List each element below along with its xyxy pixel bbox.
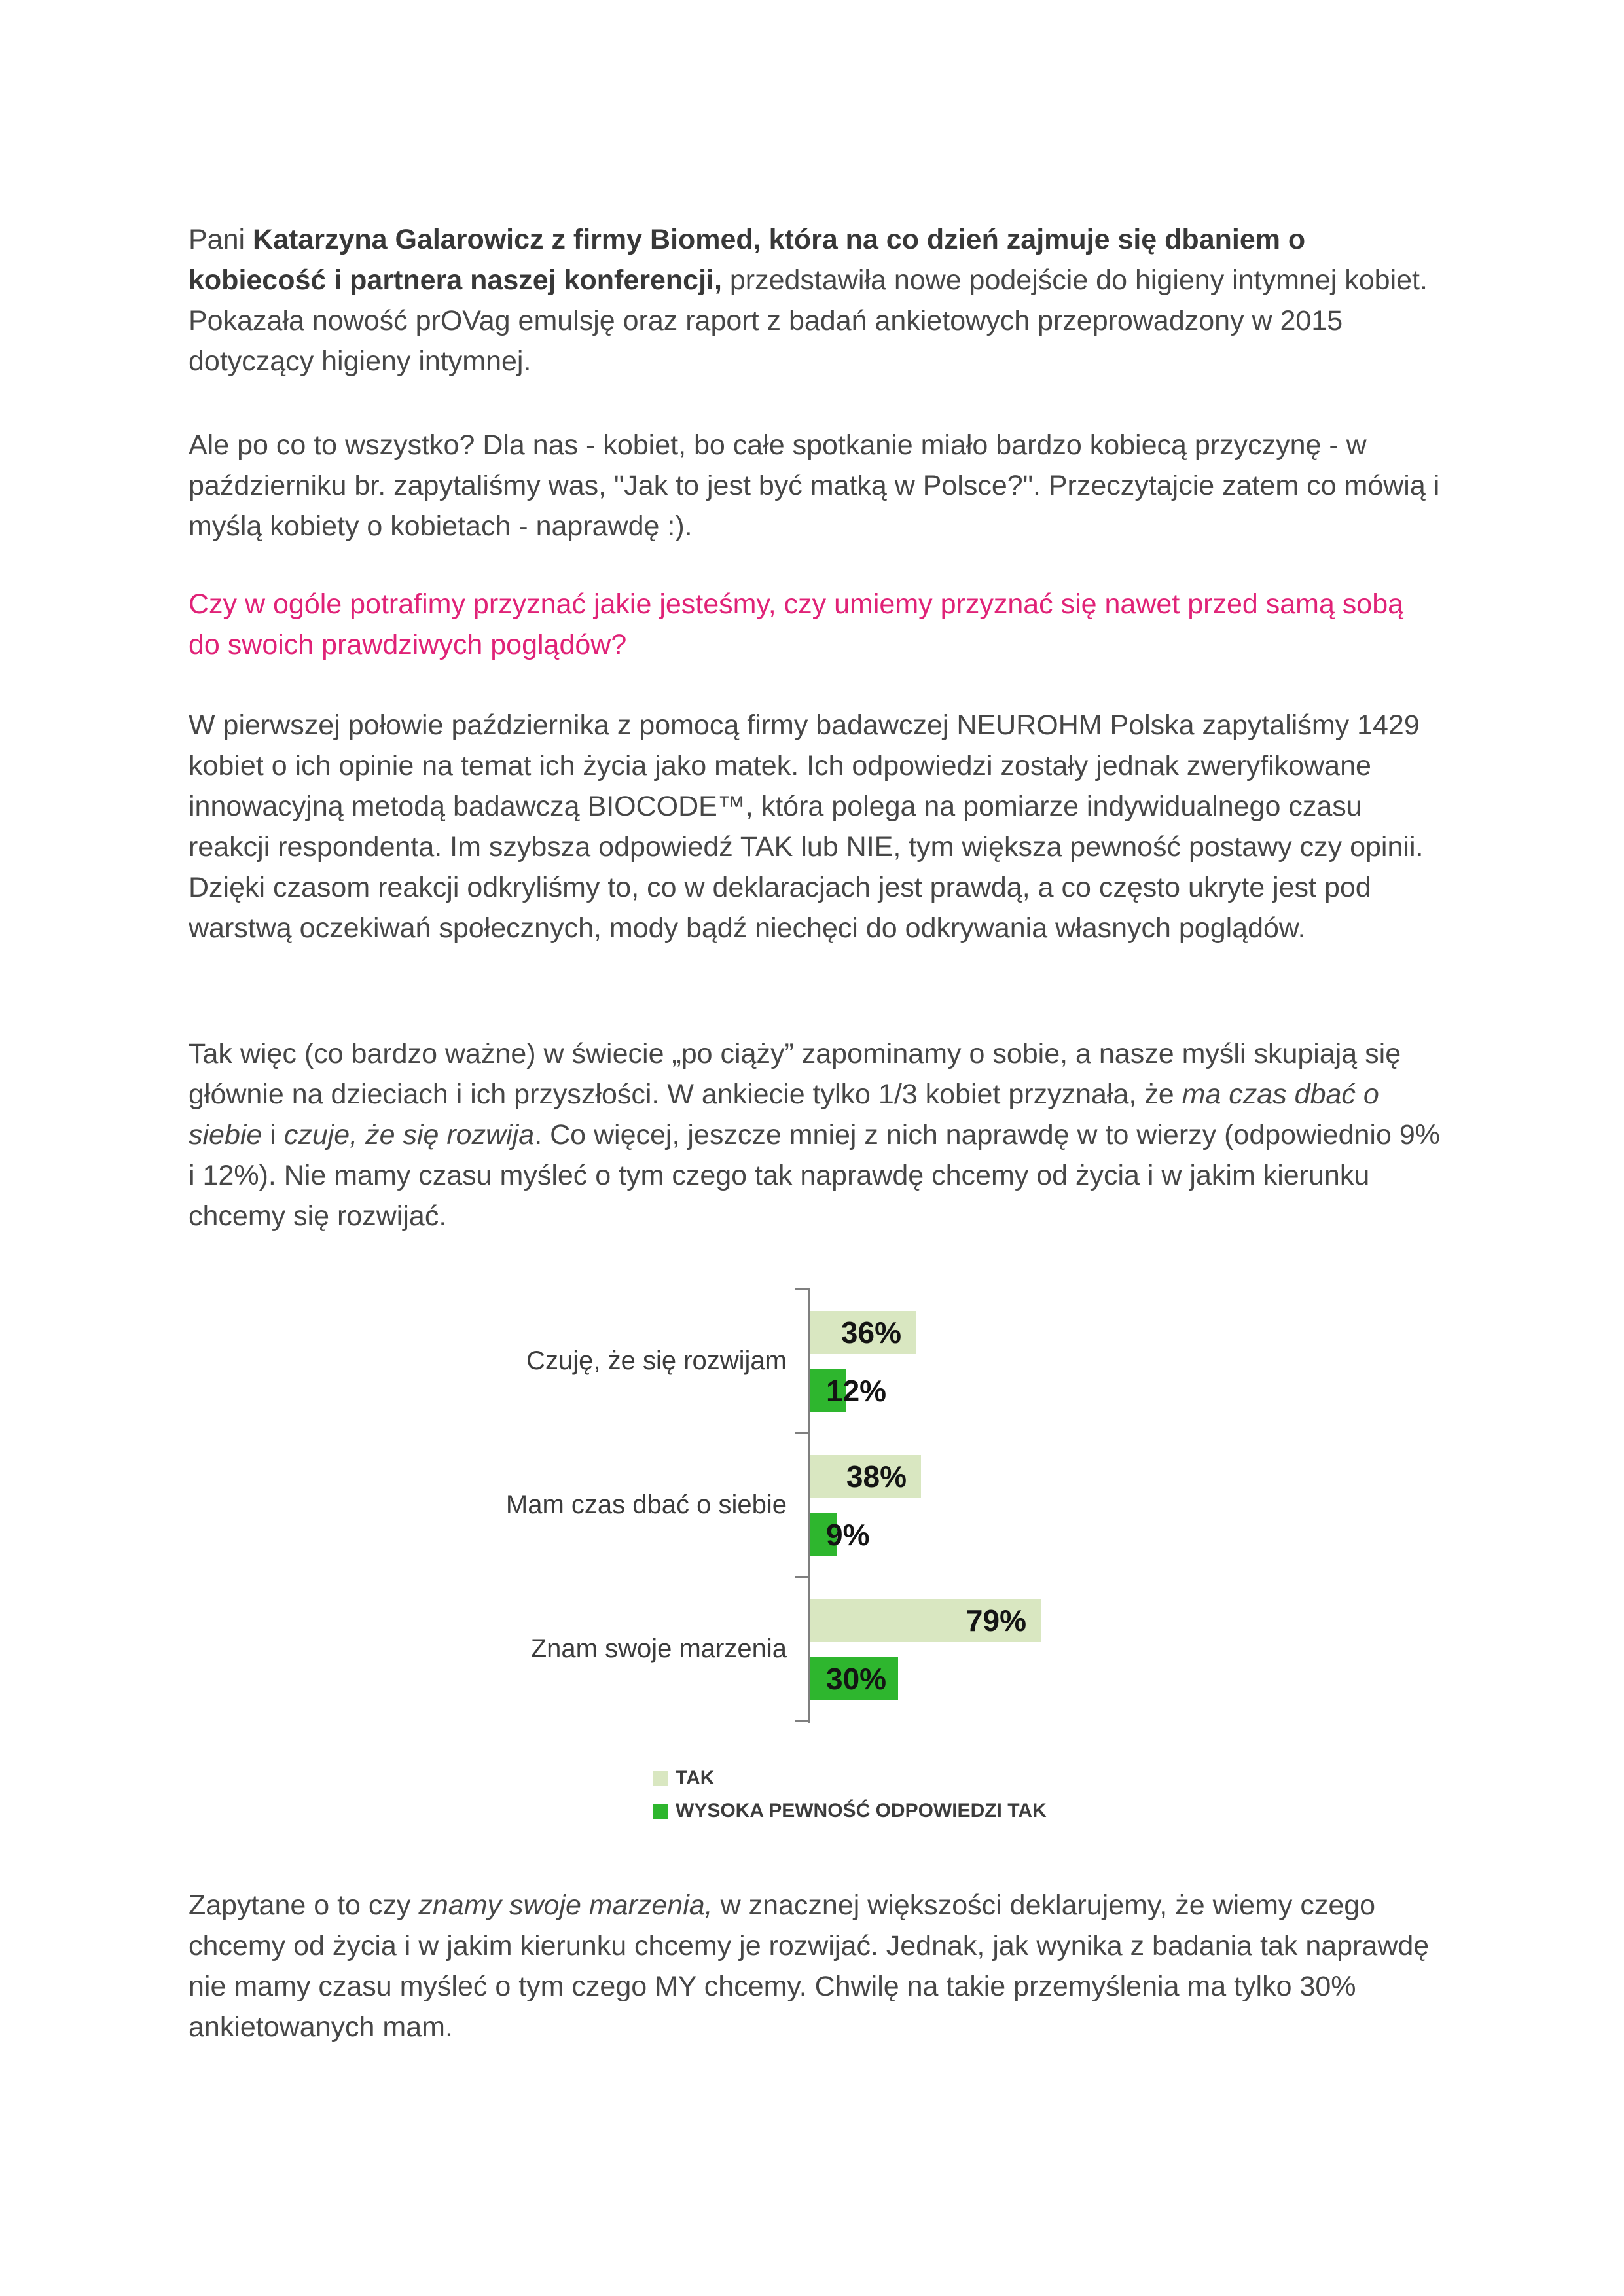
paragraph-research-method: W pierwszej połowie października z pomoc… (189, 709, 1424, 944)
legend-item-wysoka-pewnosc: WYSOKA PEWNOŚĆ ODPOWIEDZI TAK (653, 1800, 1047, 1822)
bar-chart: Czuję, że się rozwijam 36% 12% Mam czas dba… (504, 1244, 1172, 1872)
paragraph-conclusion: Zapytane o to czy znamy swoje marzenia, … (189, 1885, 1440, 2047)
chart-category-label-text: Czuję, że się rozwijam (526, 1346, 787, 1375)
chart-category-label: Mam czas dbać o siebie (504, 1433, 787, 1577)
paragraph-why: Ale po co to wszystko? Dla nas - kobiet,… (189, 429, 1440, 542)
chart-category-label: Znam swoje marzenia (504, 1577, 787, 1721)
legend-item-tak: TAK (653, 1767, 1047, 1789)
chart-bar-tak: 79% (810, 1599, 1041, 1642)
chart-bar-wysoka-pewnosc: 30% (810, 1657, 898, 1700)
text-run: Pani (189, 224, 253, 255)
chart-bar-wysoka-pewnosc: 9% (810, 1513, 869, 1556)
chart-value-label: 30% (826, 1662, 887, 1696)
text-run: Tak więc (co bardzo ważne) w świecie „po… (189, 1038, 1401, 1110)
chart-value-label: 36% (840, 1316, 901, 1350)
chart-axis-tick (795, 1432, 810, 1434)
legend-label-tak: TAK (676, 1767, 715, 1789)
chart-axis-tick (795, 1576, 810, 1578)
chart-category-label-text: Mam czas dbać o siebie (505, 1490, 787, 1519)
text-run: w znacznej większości deklarujemy, że wi… (189, 1890, 1430, 2043)
text-run-italic: znamy swoje marzenia, (418, 1890, 713, 1921)
legend-label-wysoka-pewnosc: WYSOKA PEWNOŚĆ ODPOWIEDZI TAK (676, 1800, 1047, 1821)
chart-bar-tak: 38% (810, 1455, 921, 1498)
chart-value-label: 38% (846, 1460, 907, 1494)
chart-category-label: Czuję, że się rozwijam (504, 1289, 787, 1433)
text-run-italic: ma czas dbać o siebie (189, 1079, 1379, 1151)
text-run: przedstawiła nowe podejście do higieny i… (189, 264, 1428, 377)
chart-category-label-text: Znam swoje marzenia (530, 1634, 787, 1663)
chart-axis-tick (795, 1288, 810, 1290)
paragraph-survey-findings: Tak więc (co bardzo ważne) w świecie „po… (189, 1033, 1440, 1236)
chart-axis-tick (795, 1720, 810, 1722)
text-run-italic: czuje, że się rozwija (283, 1119, 535, 1151)
chart-axis-line (808, 1289, 810, 1723)
text-run: Zapytane o to czy (189, 1890, 419, 1921)
text-run-bold: Katarzyna Galarowicz z firmy Biomed, któ… (189, 224, 1306, 296)
chart-bar-tak: 36% (810, 1311, 916, 1354)
legend-swatch-tak (653, 1770, 668, 1786)
legend-swatch-wysoka-pewnosc (653, 1803, 668, 1819)
chart-value-label: 79% (965, 1604, 1026, 1638)
section-heading-question: Czy w ogóle potrafimy przyznać jakie jes… (189, 588, 1404, 660)
paragraph-intro: Pani Katarzyna Galarowicz z firmy Biomed… (189, 219, 1440, 382)
chart-value-label: 9% (826, 1518, 870, 1552)
text-run: . Co więcej, jeszcze mniej z nich napraw… (189, 1119, 1440, 1232)
chart-value-label: 12% (826, 1374, 887, 1408)
chart-bar-wysoka-pewnosc: 12% (810, 1369, 886, 1412)
text-run: i (262, 1119, 284, 1151)
chart-legend: TAK WYSOKA PEWNOŚĆ ODPOWIEDZI TAK (653, 1767, 1047, 1833)
